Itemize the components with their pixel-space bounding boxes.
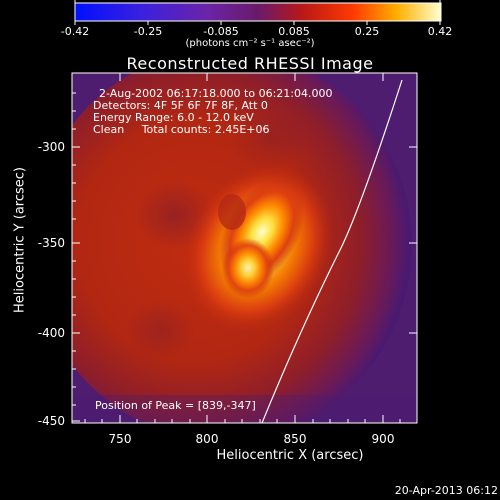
colorbar [75,3,441,21]
colorbar-tick-label: 0.42 [427,25,453,38]
x-tick-label: 750 [108,432,132,446]
colorbar-tick-label: -0.25 [133,25,163,38]
colorbar-tick-label: -0.085 [203,25,239,38]
y-tick-label: -450 [37,414,65,428]
peak-position-text: Position of Peak = [839,-347] [95,399,256,412]
solar-limb-line [261,79,403,423]
colorbar-units: (photons cm⁻² s⁻¹ asec⁻²) [185,38,315,49]
heatmap-image [72,73,417,423]
y-tick-label: -350 [37,236,65,250]
y-axis-label: Heliocentric Y (arcsec) [12,167,28,313]
y-tick-label: -300 [37,140,65,154]
plot-frame [71,72,418,424]
y-tick-label: -400 [37,326,65,340]
x-tick-label: 850 [283,432,307,446]
timestamp: 20-Apr-2013 06:12 [394,484,498,497]
info-time-range: 2-Aug-2002 06:17:18.000 to 06:21:04.000 [99,87,333,100]
colorbar-tick-label: 0.25 [354,25,380,38]
plot-title: Reconstructed RHESSI Image [126,54,374,73]
info-energy-range: Energy Range: 6.0 - 12.0 keV [93,111,254,124]
x-tick-label: 900 [371,432,395,446]
colorbar-tick-label: -0.42 [60,25,90,38]
x-tick-label: 800 [195,432,219,446]
colorbar-tick-label: 0.085 [278,25,310,38]
info-detectors: Detectors: 4F 5F 6F 7F 8F, Att 0 [93,99,268,112]
x-axis-label: Heliocentric X (arcsec) [216,448,364,463]
info-clean-counts: Clean Total counts: 2.45E+06 [93,123,270,136]
